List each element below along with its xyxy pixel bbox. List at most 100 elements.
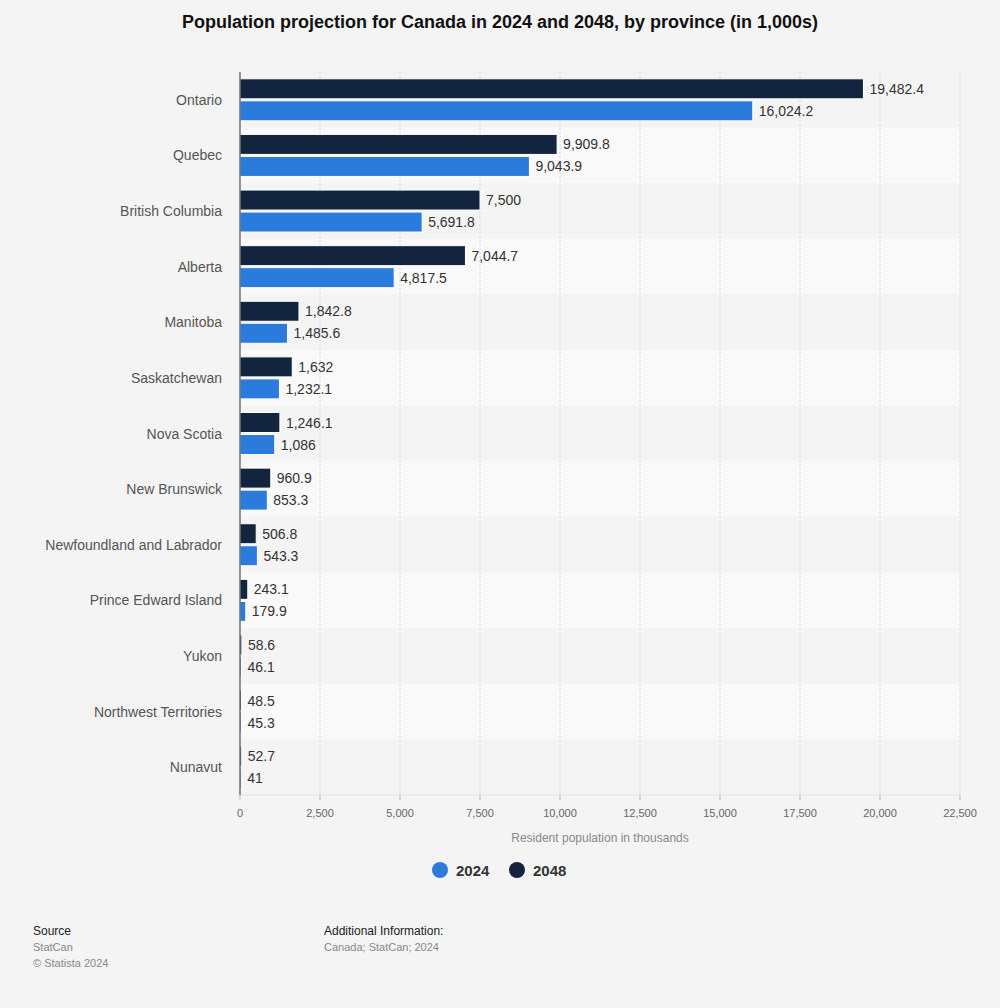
bar (240, 323, 288, 343)
data-label: 1,485.6 (294, 325, 341, 341)
data-label: 179.9 (252, 603, 287, 619)
bar (240, 546, 257, 566)
category-label: Yukon (183, 648, 222, 664)
tick-label: 10,000 (543, 807, 577, 819)
data-label: 48.5 (248, 693, 275, 709)
source: StatCan (33, 941, 73, 953)
data-label: 853.3 (273, 492, 308, 508)
tick-label: 12,500 (623, 807, 657, 819)
data-label: 5,691.8 (428, 214, 475, 230)
grid-line (960, 72, 961, 795)
bar (240, 190, 480, 210)
legend-label: 2024 (456, 862, 490, 879)
grid-line (720, 72, 721, 795)
bar (240, 134, 557, 154)
tick-mark (640, 795, 641, 800)
bar (240, 357, 292, 377)
category-label: Alberta (178, 259, 223, 275)
legend-label: 2048 (533, 862, 566, 879)
grid-line (320, 72, 321, 795)
bar (240, 524, 256, 544)
tick-mark (960, 795, 961, 800)
bar (240, 468, 271, 488)
grid-line (480, 72, 481, 795)
title: Population projection for Canada in 2024… (182, 12, 818, 32)
category-label: Saskatchewan (131, 370, 222, 386)
copyright: © Statista 2024 (33, 957, 108, 969)
category-label: Nova Scotia (147, 426, 223, 442)
data-label: 45.3 (247, 715, 274, 731)
bar (240, 301, 299, 321)
data-label: 46.1 (247, 659, 274, 675)
legend-marker (509, 862, 525, 878)
tick-label: 15,000 (703, 807, 737, 819)
legend-marker (432, 862, 448, 878)
data-label: 7,500 (486, 192, 521, 208)
data-label: 16,024.2 (759, 103, 814, 119)
bar (240, 79, 863, 99)
axis-label: Resident population in thousands (511, 831, 688, 845)
category-label: Northwest Territories (94, 704, 222, 720)
row-stripe (240, 406, 960, 462)
row-stripe (240, 239, 960, 295)
row-stripe (240, 350, 960, 406)
x-axis-line (240, 795, 960, 796)
tick-mark (800, 795, 801, 800)
bar (240, 435, 275, 455)
grid-line (560, 72, 561, 795)
row-stripe (240, 128, 960, 184)
bar (240, 490, 267, 510)
tick-mark (320, 795, 321, 800)
grid-line (800, 72, 801, 795)
source-heading: Source (33, 924, 71, 938)
category-label: New Brunswick (126, 481, 223, 497)
data-label: 7,044.7 (471, 248, 518, 264)
background (0, 0, 1000, 1008)
bar (240, 101, 753, 121)
data-labels: 16,024.2 19,482.4 9,043.9 9,909.8 5,691.8 7,5… (247, 81, 924, 786)
data-label: 1,232.1 (285, 381, 332, 397)
tick-mark (480, 795, 481, 800)
category-label: Nunavut (170, 759, 222, 775)
bars (240, 79, 863, 788)
category-label: Ontario (176, 92, 222, 108)
data-label: 543.3 (263, 548, 298, 564)
data-label: 58.6 (248, 637, 275, 653)
bar (240, 246, 465, 266)
data-label: 52.7 (248, 748, 275, 764)
row-stripe (240, 573, 960, 629)
data-label: 1,842.8 (305, 303, 352, 319)
category-label: Prince Edward Island (90, 592, 222, 608)
data-label: 9,909.8 (563, 136, 610, 152)
tick-mark (240, 795, 241, 800)
category-label: British Columbia (120, 203, 222, 219)
data-label: 19,482.4 (869, 81, 924, 97)
data-label: 960.9 (277, 470, 312, 486)
data-label: 243.1 (254, 581, 289, 597)
y-axis-line (240, 72, 241, 795)
grid-line (880, 72, 881, 795)
row-stripe (240, 628, 960, 684)
data-label: 506.8 (262, 526, 297, 542)
tick-mark (880, 795, 881, 800)
data-label: 9,043.9 (535, 158, 582, 174)
bar (240, 268, 394, 288)
row-stripe (240, 739, 960, 795)
row-stripe (240, 517, 960, 573)
data-label: 1,086 (281, 437, 316, 453)
data-label: 41 (247, 770, 263, 786)
tick-label: 22,500 (943, 807, 977, 819)
tick-label: 7,500 (466, 807, 494, 819)
info: Canada; StatCan; 2024 (324, 941, 439, 953)
grid-line (640, 72, 641, 795)
row-stripe (240, 684, 960, 740)
row-stripe (240, 183, 960, 239)
row-stripe (240, 72, 960, 128)
info-heading: Additional Information: (324, 924, 443, 938)
bar (240, 156, 529, 176)
tick-label: 5,000 (386, 807, 414, 819)
category-label: Manitoba (164, 314, 222, 330)
bar (240, 601, 246, 621)
chart: Population projection for Canada in 2024… (0, 0, 1000, 1008)
data-label: 4,817.5 (400, 270, 447, 286)
